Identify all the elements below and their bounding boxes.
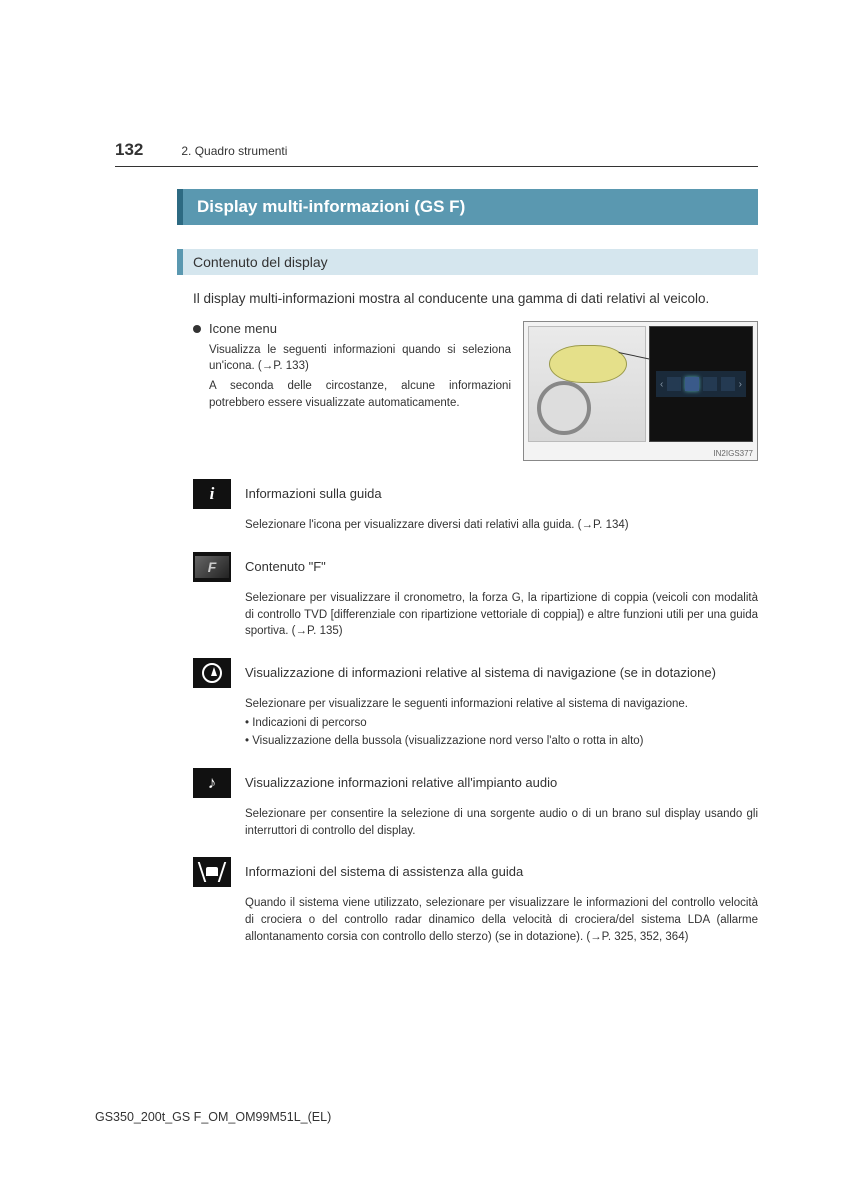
item-body: Selezionare l'icona per visualizzare div… (245, 517, 758, 534)
item-title: Contenuto "F" (245, 558, 326, 576)
driving-assist-icon (193, 857, 231, 887)
item-body-main: Selezionare per visualizzare le seguenti… (245, 696, 758, 713)
item-sub2: • Visualizzazione della bussola (visuali… (245, 733, 758, 750)
footer-code: GS350_200t_GS F_OM_OM99M51L_(EL) (95, 1110, 331, 1124)
list-item: Visualizzazione di informazioni relative… (193, 658, 758, 750)
page-header: 132 2. Quadro strumenti (115, 140, 758, 167)
icone-p2: A seconda delle circostanze, alcune info… (209, 378, 511, 410)
list-item: ♪ Visualizzazione informazioni relative … (193, 768, 758, 839)
item-body: Selezionare per visualizzare il cronomet… (245, 590, 758, 640)
navigation-icon (193, 658, 231, 688)
item-title: Informazioni sulla guida (245, 485, 382, 503)
intro-text: Il display multi-informazioni mostra al … (193, 289, 758, 309)
list-item: Informazioni del sistema di assistenza a… (193, 857, 758, 945)
chapter-label: 2. Quadro strumenti (181, 144, 287, 158)
f-content-icon: F (193, 552, 231, 582)
page-title: Display multi-informazioni (GS F) (177, 189, 758, 225)
page-number: 132 (115, 140, 143, 160)
item-body: Selezionare per consentire la selezione … (245, 806, 758, 839)
dashboard-figure: ‹ › IN2IGS377 (523, 321, 758, 461)
audio-icon: ♪ (193, 768, 231, 798)
item-body: Selezionare per visualizzare le seguenti… (245, 696, 758, 750)
item-title: Visualizzazione di informazioni relative… (245, 664, 716, 682)
icone-label: Icone menu (209, 321, 277, 336)
list-item: F Contenuto "F" Selezionare per visualiz… (193, 552, 758, 640)
info-icon: i (193, 479, 231, 509)
list-item: i Informazioni sulla guida Selezionare l… (193, 479, 758, 534)
item-body: Quando il sistema viene utilizzato, sele… (245, 895, 758, 945)
icone-menu-row: Icone menu Visualizza le seguenti inform… (193, 321, 758, 461)
icone-p1: Visualizza le seguenti informazioni quan… (209, 342, 511, 374)
item-sub1: • Indicazioni di percorso (245, 715, 758, 732)
item-title: Visualizzazione informazioni relative al… (245, 774, 557, 792)
bullet-icon (193, 325, 201, 333)
figure-code: IN2IGS377 (713, 449, 753, 458)
item-title: Informazioni del sistema di assistenza a… (245, 863, 523, 881)
section-heading: Contenuto del display (177, 249, 758, 275)
